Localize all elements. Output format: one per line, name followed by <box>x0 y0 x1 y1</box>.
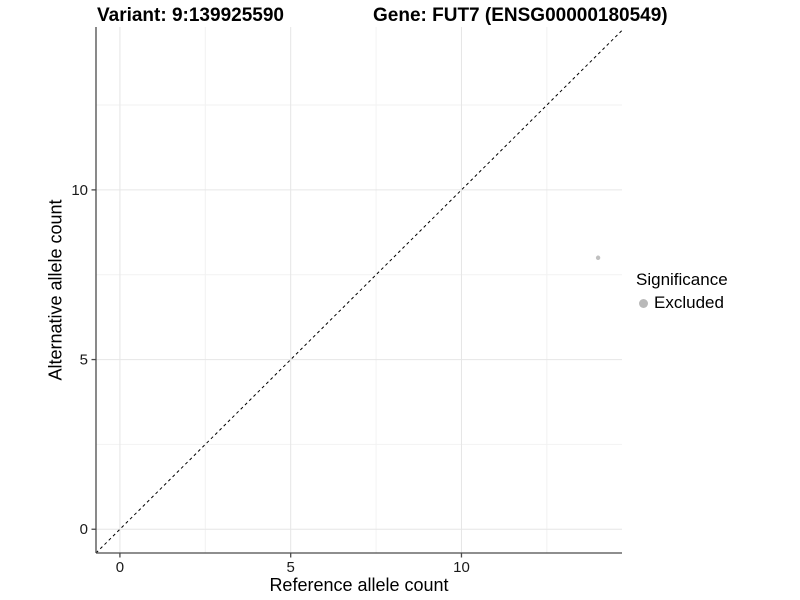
y-axis-title: Alternative allele count <box>45 199 66 381</box>
identity-dashed-line <box>95 30 623 554</box>
legend-title: Significance <box>636 270 728 289</box>
x-tick-label: 0 <box>116 559 124 576</box>
legend: Significance Excluded <box>636 270 728 313</box>
x-tick-label: 5 <box>287 559 295 576</box>
legend-item-label: Excluded <box>654 293 724 312</box>
data-point <box>595 255 601 260</box>
gene-title: Gene: FUT7 (ENSG00000180549) <box>373 5 668 26</box>
y-tick-label: 0 <box>80 521 88 538</box>
x-axis-title: Reference allele count <box>269 575 449 595</box>
legend-item-excluded: Excluded <box>636 293 728 313</box>
y-tick-label: 5 <box>80 352 88 369</box>
x-tick-label: 10 <box>453 559 470 576</box>
y-tick-label: 10 <box>71 182 88 199</box>
variant-title: Variant: 9:139925590 <box>97 5 284 26</box>
legend-point-icon <box>639 298 648 308</box>
